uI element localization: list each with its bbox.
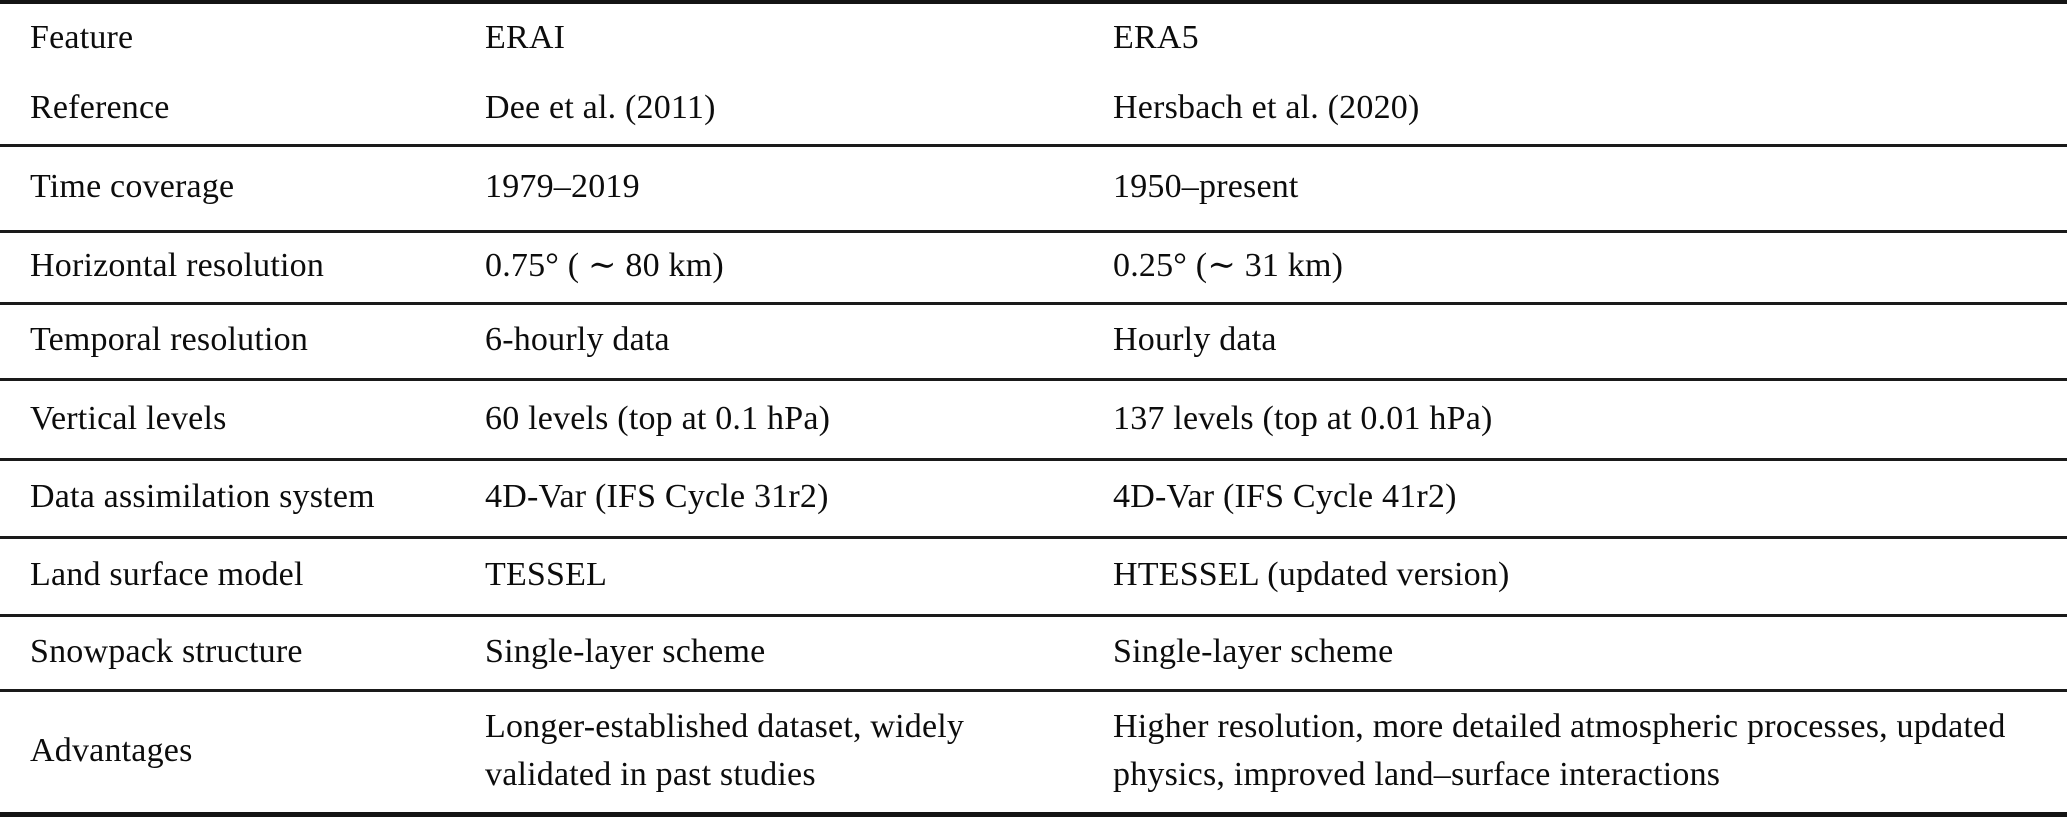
feature-cell: Temporal resolution bbox=[30, 321, 309, 359]
erai-cell: Dee et al. (2011) bbox=[485, 89, 716, 127]
era5-cell: 1950–present bbox=[1113, 168, 1299, 206]
erai-cell: 6-hourly data bbox=[485, 321, 670, 359]
erai-cell: Longer-established dataset, widely valid… bbox=[485, 707, 965, 793]
table-row-data-assimilation: Data assimilation system 4D-Var (IFS Cyc… bbox=[0, 460, 2067, 538]
feature-cell: Vertical levels bbox=[30, 399, 227, 437]
table-row-vertical-levels: Vertical levels 60 levels (top at 0.1 hP… bbox=[0, 380, 2067, 460]
column-header-erai: ERAI bbox=[485, 19, 566, 57]
era5-cell: Hersbach et al. (2020) bbox=[1113, 89, 1420, 127]
column-header-feature: Feature bbox=[30, 19, 134, 57]
era5-cell: 4D-Var (IFS Cycle 41r2) bbox=[1113, 478, 1457, 516]
erai-cell: 60 levels (top at 0.1 hPa) bbox=[485, 399, 831, 437]
table-row-horizontal-resolution: Horizontal resolution 0.75° ( ∼ 80 km) 0… bbox=[0, 231, 2067, 304]
erai-cell: 0.75° ( ∼ 80 km) bbox=[485, 247, 724, 285]
erai-cell: 4D-Var (IFS Cycle 31r2) bbox=[485, 478, 829, 516]
era5-cell: 0.25° (∼ 31 km) bbox=[1113, 247, 1344, 285]
column-header-era5: ERA5 bbox=[1113, 19, 1199, 57]
feature-cell: Reference bbox=[30, 89, 170, 127]
feature-cell: Horizontal resolution bbox=[30, 247, 325, 285]
table-row-temporal-resolution: Temporal resolution 6-hourly data Hourly… bbox=[0, 303, 2067, 380]
era5-cell: Hourly data bbox=[1113, 321, 1277, 359]
feature-cell: Advantages bbox=[30, 731, 193, 769]
era5-cell: Higher resolution, more detailed atmosph… bbox=[1113, 707, 2006, 793]
erai-cell: TESSEL bbox=[485, 555, 608, 593]
feature-cell: Time coverage bbox=[30, 168, 235, 206]
era5-cell: 137 levels (top at 0.01 hPa) bbox=[1113, 399, 1493, 437]
table-row-land-surface-model: Land surface model TESSEL HTESSEL (updat… bbox=[0, 537, 2067, 616]
era5-cell: HTESSEL (updated version) bbox=[1113, 555, 1510, 593]
table-row-reference: Reference Dee et al. (2011) Hersbach et … bbox=[0, 75, 2067, 146]
erai-cell: Single-layer scheme bbox=[485, 632, 766, 670]
era5-cell: Single-layer scheme bbox=[1113, 632, 1394, 670]
table-row-advantages: Advantages Longer-established dataset, w… bbox=[0, 690, 2067, 814]
table-row-time-coverage: Time coverage 1979–2019 1950–present bbox=[0, 146, 2067, 232]
erai-cell: 1979–2019 bbox=[485, 168, 640, 206]
feature-cell: Land surface model bbox=[30, 555, 304, 593]
feature-cell: Data assimilation system bbox=[30, 478, 375, 516]
table-row-snowpack-structure: Snowpack structure Single-layer scheme S… bbox=[0, 615, 2067, 691]
feature-cell: Snowpack structure bbox=[30, 632, 303, 670]
header-row: Feature ERAI ERA5 bbox=[0, 2, 2067, 75]
